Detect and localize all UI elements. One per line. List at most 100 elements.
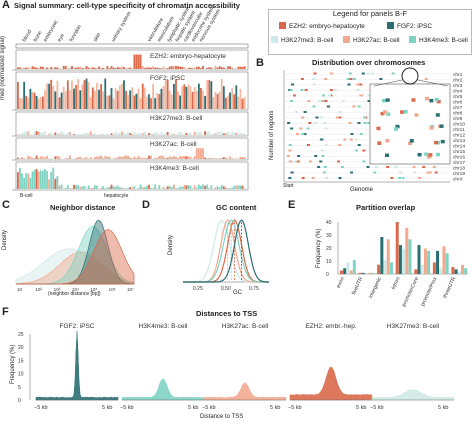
signal-bar <box>106 187 109 189</box>
signal-bar <box>160 132 163 135</box>
signal-bar <box>19 67 21 69</box>
chrom-mark <box>322 100 326 102</box>
signal-bar <box>123 80 125 109</box>
chrom-mark <box>308 122 312 124</box>
chrom-mark <box>338 111 342 113</box>
signal-bar <box>41 96 44 109</box>
signal-bar <box>66 185 69 189</box>
tissue-label: urinary system <box>111 11 133 43</box>
signal-bar <box>44 131 46 135</box>
signal-bar <box>37 131 40 135</box>
chrom-mark <box>357 144 361 146</box>
signal-bar <box>71 80 73 109</box>
signal-bar <box>216 67 219 69</box>
chrom-label: chr19 <box>453 171 465 177</box>
chrom-mark <box>357 105 361 108</box>
signal-bar <box>96 185 98 189</box>
signal-bar <box>116 90 119 109</box>
signal-bar <box>23 132 26 135</box>
chrom-mark <box>319 160 323 163</box>
signal-bar <box>214 133 217 135</box>
chrom-mark <box>296 133 300 135</box>
zoom-mark <box>414 113 419 117</box>
e-bar <box>445 253 449 274</box>
chrom-mark <box>418 177 422 179</box>
panel-b-xlabel: Genome <box>350 187 374 193</box>
chrom-mark <box>322 94 326 97</box>
panel-f-xlabel: Distance to TSS <box>200 414 244 420</box>
zoom-mark <box>394 127 399 131</box>
chrom-label: chr15 <box>453 149 465 155</box>
signal-bar <box>208 67 211 69</box>
zoom-mark <box>376 126 381 131</box>
c-tick-label: 10⁴ <box>72 287 79 292</box>
panel-f-plot: 25 20 15 10 5 0 FGF2: iPSC −5 kb 5 kb H3K4me3: B-… <box>18 323 455 411</box>
signal-bar <box>150 67 152 69</box>
signal-bar <box>166 79 169 109</box>
signal-bar <box>225 133 227 135</box>
signal-bar <box>218 91 221 109</box>
chrom-mark <box>304 89 308 91</box>
signal-bar <box>237 133 240 135</box>
signal-bar <box>137 156 140 159</box>
signal-bar <box>81 133 84 135</box>
signal-bar <box>33 92 36 109</box>
legend-swatch <box>409 36 416 43</box>
signal-bar <box>125 90 127 109</box>
chrom-mark <box>290 171 294 174</box>
chrom-mark <box>313 72 317 75</box>
tissue-label: foreskin <box>69 24 83 43</box>
signal-bar <box>185 86 188 109</box>
e-bar <box>420 264 424 274</box>
signal-bar <box>141 187 144 189</box>
signal-bar <box>54 132 57 135</box>
panel-d-letter: D <box>142 199 150 211</box>
chrom-mark <box>324 144 328 146</box>
e-bar <box>358 272 362 274</box>
chrom-mark <box>324 100 328 102</box>
panel-a-xlabel-bcell: B-cell <box>20 193 33 199</box>
chrom-mark <box>350 133 354 135</box>
chrom-label: chr10 <box>453 122 465 128</box>
chrom-mark <box>354 149 358 152</box>
signal-bar <box>127 95 130 109</box>
chrom-mark <box>354 138 358 141</box>
signal-bar <box>56 80 59 109</box>
signal-bar <box>154 67 157 69</box>
chrom-mark <box>386 166 390 168</box>
signal-bar <box>216 93 219 109</box>
signal-bar <box>29 177 32 189</box>
signal-bar <box>106 133 109 135</box>
chrom-mark <box>335 116 339 119</box>
e-category-label: threeUTR <box>442 276 457 299</box>
signal-bar <box>58 185 61 189</box>
signal-bar <box>243 157 246 159</box>
signal-bar <box>193 67 196 69</box>
signal-bar <box>50 66 53 69</box>
signal-bar <box>75 67 78 69</box>
signal-bar <box>131 158 134 159</box>
signal-bar <box>200 131 202 135</box>
chrom-mark <box>301 133 305 135</box>
e-bar <box>439 268 443 274</box>
signal-bar <box>114 157 117 159</box>
signal-bar <box>77 156 80 159</box>
chrom-mark <box>359 83 363 86</box>
signal-bar <box>19 133 21 135</box>
signal-bar <box>185 133 188 135</box>
signal-bar <box>127 155 130 159</box>
signal-bar <box>77 133 80 135</box>
signal-bar <box>75 185 78 189</box>
signal-bar <box>187 67 190 69</box>
signal-bar <box>69 155 71 159</box>
signal-bar <box>173 156 175 159</box>
signal-bar <box>54 91 57 109</box>
signal-bar <box>102 157 105 159</box>
signal-bar <box>191 68 194 69</box>
signal-bar <box>50 171 53 189</box>
signal-bar <box>133 186 136 189</box>
chrom-mark <box>293 160 297 163</box>
signal-bar <box>241 98 244 109</box>
signal-bar <box>71 188 73 189</box>
signal-bar <box>139 98 142 109</box>
